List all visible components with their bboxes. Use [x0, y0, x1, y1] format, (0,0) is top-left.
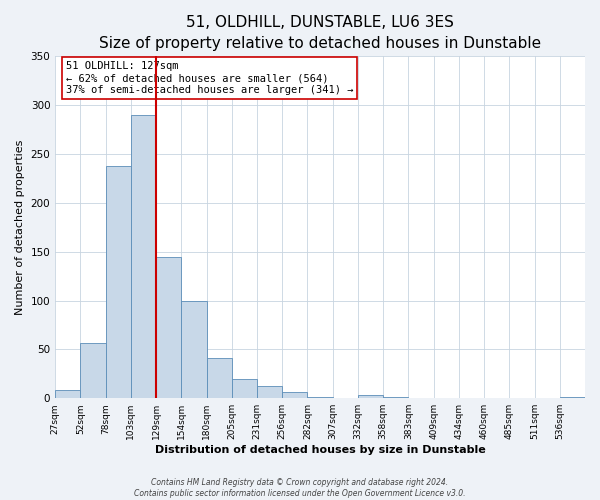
- Bar: [307, 397, 332, 398]
- Bar: [257, 386, 282, 398]
- Bar: [55, 390, 80, 398]
- Bar: [282, 392, 307, 398]
- Bar: [383, 397, 409, 398]
- Bar: [106, 166, 131, 398]
- Bar: [560, 397, 585, 398]
- Bar: [232, 378, 257, 398]
- Bar: [358, 396, 383, 398]
- Text: 51 OLDHILL: 127sqm
← 62% of detached houses are smaller (564)
37% of semi-detach: 51 OLDHILL: 127sqm ← 62% of detached hou…: [66, 62, 353, 94]
- Text: Contains HM Land Registry data © Crown copyright and database right 2024.
Contai: Contains HM Land Registry data © Crown c…: [134, 478, 466, 498]
- X-axis label: Distribution of detached houses by size in Dunstable: Distribution of detached houses by size …: [155, 445, 485, 455]
- Bar: [181, 300, 206, 398]
- Bar: [80, 342, 106, 398]
- Y-axis label: Number of detached properties: Number of detached properties: [15, 140, 25, 315]
- Bar: [131, 115, 156, 398]
- Title: 51, OLDHILL, DUNSTABLE, LU6 3ES
Size of property relative to detached houses in : 51, OLDHILL, DUNSTABLE, LU6 3ES Size of …: [99, 15, 541, 51]
- Bar: [206, 358, 232, 398]
- Bar: [156, 256, 181, 398]
